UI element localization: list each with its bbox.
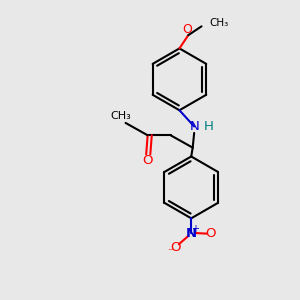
Text: N: N	[186, 227, 197, 240]
Text: O: O	[205, 227, 216, 240]
Text: +: +	[191, 224, 199, 234]
Text: O: O	[142, 154, 153, 167]
Text: O: O	[171, 241, 181, 254]
Text: H: H	[203, 120, 213, 133]
Text: ⁻: ⁻	[168, 248, 173, 257]
Text: CH₃: CH₃	[111, 111, 131, 122]
Text: N: N	[189, 120, 199, 133]
Text: O: O	[182, 23, 192, 36]
Text: CH₃: CH₃	[209, 18, 228, 28]
